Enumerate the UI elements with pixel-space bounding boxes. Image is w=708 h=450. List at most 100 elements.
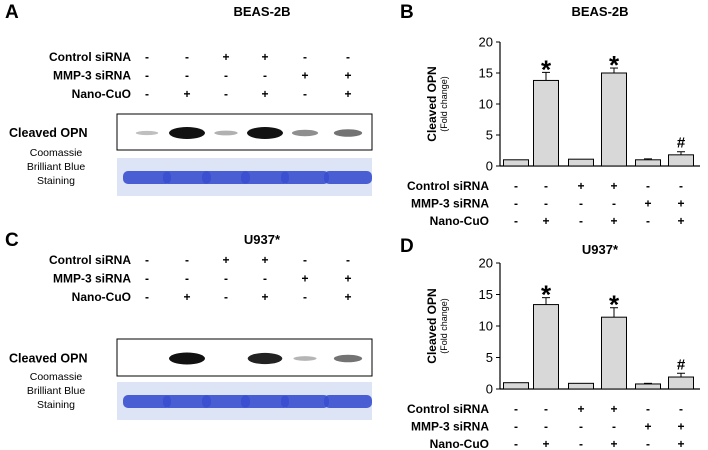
stain-band [324,395,372,408]
condition-mark: - [579,420,583,434]
y-tick-label: 20 [479,35,493,50]
condition-mark: + [344,290,351,304]
stain-band [163,395,211,408]
condition-mark: - [145,272,149,286]
blot-band [291,129,319,137]
condition-mark: - [263,272,267,286]
blot-label: Cleaved OPN [9,352,88,366]
significance-mark: # [677,135,686,152]
stain-band [123,395,171,408]
stain-band [241,395,289,408]
condition-mark: - [514,420,518,434]
stain-band [281,171,329,184]
condition-mark: + [222,50,229,64]
bar [568,382,594,390]
y-tick-label: 5 [486,128,493,143]
condition-mark: - [646,437,650,450]
condition-mark: + [344,87,351,101]
y-tick-label: 15 [479,66,493,81]
bar [635,383,661,390]
condition-mark: - [579,214,583,228]
condition-mark: - [612,197,616,211]
bar [601,72,627,167]
y-tick-label: 0 [486,159,493,174]
panel-letter: B [400,2,414,23]
condition-mark: - [514,402,518,416]
stain-band [202,395,250,408]
condition-mark: - [679,402,683,416]
condition-mark: + [677,197,684,211]
stain-label: Staining [37,399,75,411]
condition-mark: + [610,214,617,228]
bar [668,154,694,167]
significance-mark: * [541,280,552,310]
cell-line-title: BEAS-2B [233,4,290,19]
condition-mark: + [183,87,190,101]
condition-mark: - [224,272,228,286]
condition-label: MMP-3 siRNA [411,197,489,211]
condition-mark: + [183,290,190,304]
blot-band [333,354,363,363]
condition-mark: - [303,50,307,64]
condition-mark: - [544,197,548,211]
bar [568,158,594,167]
blot-band [293,356,317,361]
bar [668,376,694,390]
condition-mark: - [679,179,683,193]
bar [635,159,661,167]
bar [503,159,529,167]
stain-label: Coomassie [30,147,83,159]
condition-mark: - [145,50,149,64]
blot-frame [116,338,373,377]
condition-mark: + [644,197,651,211]
chart-panel-b: B BEAS-2B 0 5 10 15 20 Cleaved OPN (Fold change)… [400,2,700,228]
panel-letter: A [5,2,19,23]
condition-mark: - [646,214,650,228]
stain-band [324,171,372,184]
condition-mark: - [145,69,149,83]
condition-mark: - [346,253,350,267]
condition-label: Nano-CuO [430,214,489,228]
condition-mark: - [514,197,518,211]
condition-mark: - [145,253,149,267]
condition-mark: - [544,179,548,193]
condition-mark: - [544,420,548,434]
blot-band [169,127,205,139]
significance-mark: # [677,356,686,373]
condition-mark: + [677,437,684,450]
condition-mark: - [185,50,189,64]
condition-mark: - [514,214,518,228]
condition-mark: - [544,402,548,416]
condition-mark: + [610,402,617,416]
condition-mark: - [145,290,149,304]
condition-mark: - [579,197,583,211]
y-tick-label: 5 [486,350,493,365]
condition-mark: + [344,69,351,83]
condition-mark: + [610,437,617,450]
condition-mark: - [612,420,616,434]
chart-panel-d: D U937* 0 5 10 15 20 Cleaved OPN (Fold change) * *… [400,236,700,450]
y-axis-sublabel: (Fold change) [439,76,449,132]
stain-band [123,171,171,184]
condition-label: MMP-3 siRNA [411,420,489,434]
condition-mark: - [646,179,650,193]
bar [533,79,559,167]
condition-mark: - [514,437,518,450]
condition-mark: + [261,87,268,101]
condition-mark: + [301,272,308,286]
significance-mark: * [541,54,552,84]
bar [601,316,627,390]
condition-label: Control siRNA [407,179,489,193]
condition-mark: + [222,253,229,267]
condition-label: MMP-3 siRNA [53,272,131,286]
condition-label: Nano-CuO [72,290,131,304]
blot-band [169,352,205,365]
blot-band [333,129,363,137]
y-tick-label: 0 [486,382,493,397]
condition-mark: + [677,214,684,228]
condition-mark: - [185,253,189,267]
stain-label: Staining [37,175,75,187]
blot-band [135,130,159,136]
cell-line-title: U937* [244,232,281,247]
